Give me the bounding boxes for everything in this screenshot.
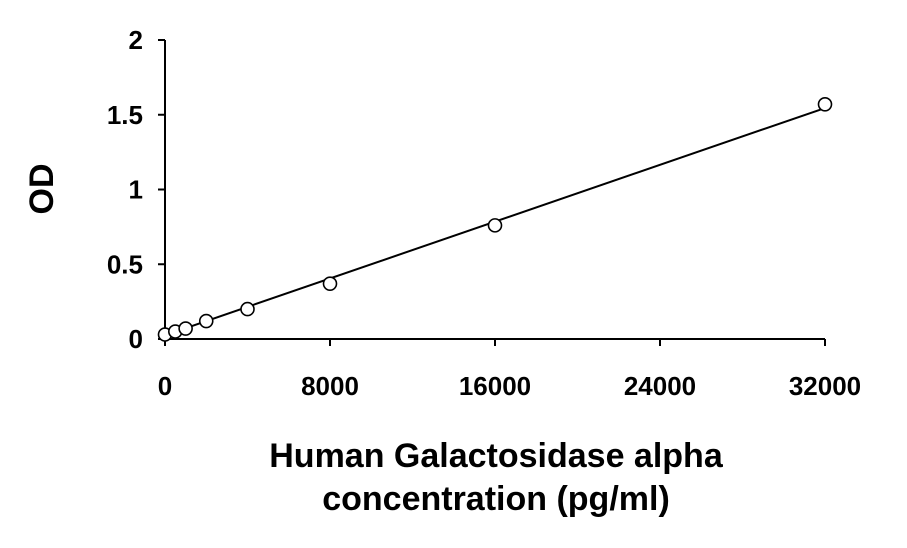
x-tick-label: 16000 <box>459 371 531 401</box>
x-tick-label: 8000 <box>301 371 359 401</box>
x-tick-label: 0 <box>158 371 172 401</box>
points-layer <box>157 96 833 342</box>
data-point <box>817 96 833 112</box>
y-tick-label: 0 <box>129 324 143 354</box>
y-tick-label: 1.5 <box>107 100 143 130</box>
y-tick-label: 1 <box>129 175 143 205</box>
axes-layer <box>164 40 825 340</box>
data-point <box>322 276 338 291</box>
y-tick-label: 2 <box>129 25 143 55</box>
x-tick-label: 24000 <box>624 371 696 401</box>
data-point <box>178 321 193 336</box>
ticks-layer: 0 0.5 1 1.5 2 0 8000 16000 24000 32000 <box>107 25 861 401</box>
x-axis-title-line-2: concentration (pg/ml) <box>322 480 670 518</box>
y-axis-title: OD <box>23 164 61 215</box>
y-tick-label: 0.5 <box>107 249 143 279</box>
x-tick-label: 32000 <box>789 371 861 401</box>
data-point <box>487 218 503 233</box>
data-point <box>198 313 214 329</box>
x-axis-title-line-1: Human Galactosidase alpha <box>269 437 724 475</box>
data-point <box>240 301 255 317</box>
